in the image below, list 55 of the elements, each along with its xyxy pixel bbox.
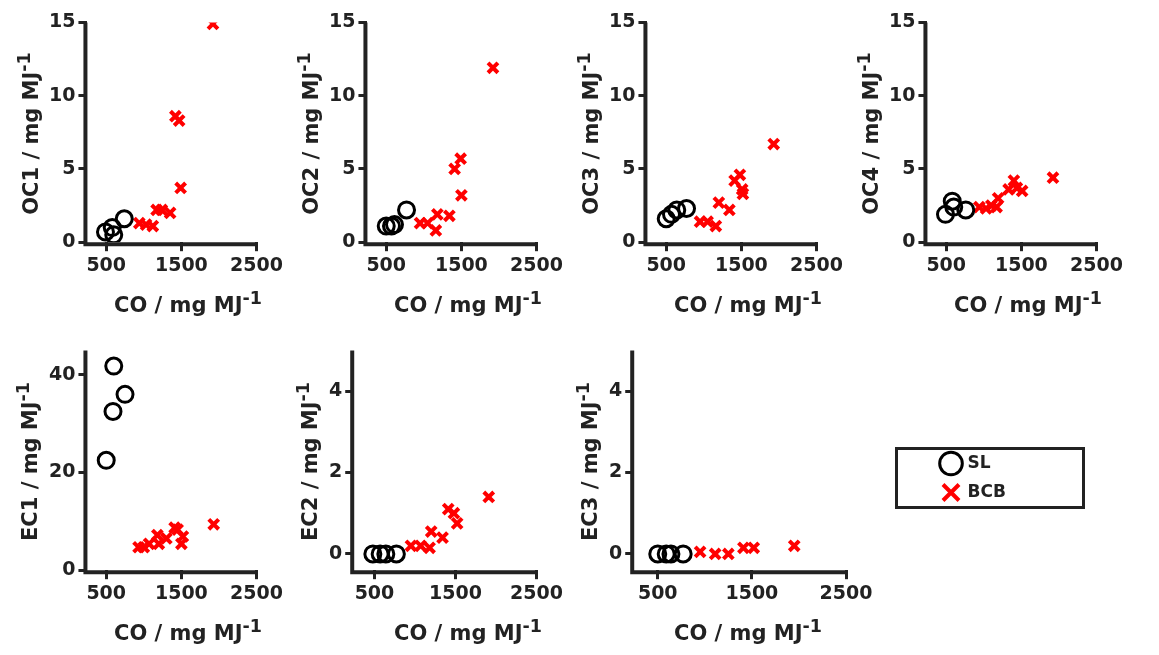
x-tick-label: 1500 (154, 252, 208, 275)
y-tick-label: 0 (328, 540, 343, 563)
x-axis-title: CO / mg MJ$^{-1}$ (113, 616, 263, 645)
x-axis-title: CO / mg MJ$^{-1}$ (393, 616, 543, 645)
legend-label: BCB (967, 480, 1006, 501)
y-tick-label: 15 (608, 9, 636, 32)
y-tick-label: 2 (328, 459, 343, 482)
x-axis-title: CO / mg MJ$^{-1}$ (393, 288, 543, 317)
y-tick-label: 40 (48, 361, 76, 384)
y-tick-label: 10 (48, 82, 76, 105)
y-tick-label: 5 (342, 155, 356, 178)
y-tick-label: 0 (62, 557, 76, 580)
x-tick-label: 500 (646, 252, 687, 275)
y-tick-label: 0 (622, 229, 636, 252)
x-tick-label: 500 (354, 580, 395, 603)
y-tick-label: 20 (48, 459, 76, 482)
y-tick-label: 5 (902, 155, 916, 178)
x-tick-label: 1500 (714, 252, 768, 275)
y-tick-label: 15 (888, 9, 916, 32)
x-tick-label: 1500 (434, 252, 488, 275)
x-tick-label: 500 (926, 252, 967, 275)
x-tick-label: 1500 (429, 580, 482, 603)
y-tick-label: 10 (608, 82, 636, 105)
y-tick-label: 0 (342, 229, 356, 252)
y-tick-label: 5 (62, 155, 76, 178)
x-axis-title: CO / mg MJ$^{-1}$ (673, 288, 823, 317)
x-axis-title: CO / mg MJ$^{-1}$ (673, 616, 823, 645)
x-tick-label: 2500 (230, 580, 283, 603)
x-axis-title: CO / mg MJ$^{-1}$ (113, 288, 263, 317)
legend-label: SL (967, 451, 991, 472)
y-tick-label: 15 (48, 9, 76, 32)
y-tick-label: 15 (328, 9, 356, 32)
x-tick-label: 2500 (1070, 252, 1123, 275)
y-tick-label: 0 (902, 229, 916, 252)
x-tick-label: 500 (637, 580, 678, 603)
x-axis-title: CO / mg MJ$^{-1}$ (953, 288, 1103, 317)
y-tick-label: 5 (622, 155, 636, 178)
x-tick-label: 500 (86, 580, 127, 603)
y-tick-label: 4 (608, 378, 623, 401)
x-tick-label: 500 (86, 252, 127, 275)
x-tick-label: 1500 (994, 252, 1048, 275)
x-tick-label: 500 (366, 252, 407, 275)
y-tick-label: 10 (888, 82, 916, 105)
y-tick-label: 4 (328, 378, 343, 401)
x-tick-label: 2500 (790, 252, 843, 275)
y-tick-label: 0 (608, 540, 623, 563)
x-tick-label: 1500 (154, 580, 208, 603)
x-tick-label: 2500 (510, 252, 563, 275)
x-tick-label: 2500 (510, 580, 563, 603)
x-tick-label: 1500 (725, 580, 779, 603)
x-tick-label: 2500 (819, 580, 873, 603)
y-tick-label: 10 (328, 82, 356, 105)
x-tick-label: 2500 (230, 252, 283, 275)
y-tick-label: 2 (608, 459, 623, 482)
y-tick-label: 0 (62, 229, 76, 252)
